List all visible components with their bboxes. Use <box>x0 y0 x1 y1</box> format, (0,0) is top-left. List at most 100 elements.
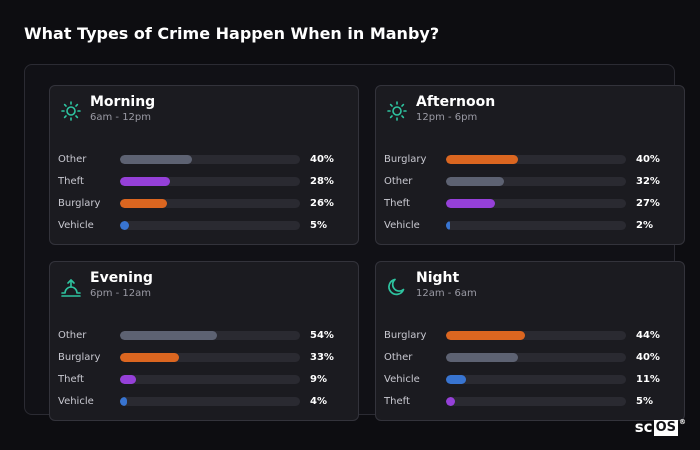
bar-track <box>446 220 626 230</box>
bar-row: Theft 28% <box>58 170 352 192</box>
bar-row: Vehicle 11% <box>384 368 678 390</box>
bar-fill <box>120 198 167 208</box>
bar-row: Vehicle 2% <box>384 214 678 236</box>
bar-track <box>446 396 626 406</box>
bar-value: 26% <box>310 197 334 209</box>
bar-label: Burglary <box>58 351 101 363</box>
bar-list: Burglary 44% Other 40% Vehicle 11% Theft <box>384 324 678 412</box>
bar-row: Burglary 44% <box>384 324 678 346</box>
bar-track <box>446 176 626 186</box>
bar-track <box>120 220 300 230</box>
bar-row: Vehicle 4% <box>58 390 352 412</box>
bar-value: 40% <box>636 351 660 363</box>
bar-value: 40% <box>636 153 660 165</box>
card-title: Morning <box>90 94 156 110</box>
bar-row: Burglary 26% <box>58 192 352 214</box>
bar-fill <box>446 176 504 186</box>
card-title: Evening <box>90 270 153 286</box>
bar-value: 54% <box>310 329 334 341</box>
card-header: Evening 6pm - 12am <box>60 270 153 304</box>
bar-value: 2% <box>636 219 653 231</box>
card-evening: Evening 6pm - 12am Other 54% Burglary 33… <box>49 261 359 421</box>
bar-row: Theft 9% <box>58 368 352 390</box>
bar-fill <box>120 330 217 340</box>
bar-fill <box>120 154 192 164</box>
bar-fill <box>120 176 170 186</box>
bar-fill <box>446 198 495 208</box>
moon-icon <box>386 276 408 298</box>
bar-track <box>446 352 626 362</box>
bar-track <box>120 396 300 406</box>
bar-fill <box>446 220 450 230</box>
bar-row: Burglary 33% <box>58 346 352 368</box>
bar-track <box>120 154 300 164</box>
sun-icon <box>60 100 82 122</box>
card-title: Afternoon <box>416 94 496 110</box>
bar-fill <box>446 396 455 406</box>
bar-label: Other <box>58 329 87 341</box>
bar-row: Burglary 40% <box>384 148 678 170</box>
bar-label: Vehicle <box>384 373 420 385</box>
bar-label: Theft <box>384 197 410 209</box>
bar-row: Other 54% <box>58 324 352 346</box>
card-time-range: 6pm - 12am <box>90 288 152 299</box>
bar-row: Other 32% <box>384 170 678 192</box>
card-afternoon: Afternoon 12pm - 6pm Burglary 40% Other … <box>375 85 685 245</box>
bar-track <box>446 374 626 384</box>
card-header: Morning 6am - 12pm <box>60 94 155 128</box>
bar-value: 32% <box>636 175 660 187</box>
card-title: Night <box>416 270 460 286</box>
bar-fill <box>446 330 525 340</box>
bar-track <box>120 176 300 186</box>
bar-row: Other 40% <box>58 148 352 170</box>
bar-label: Burglary <box>384 153 427 165</box>
bar-value: 40% <box>310 153 334 165</box>
bar-track <box>120 330 300 340</box>
bar-value: 5% <box>636 395 653 407</box>
bar-fill <box>120 374 136 384</box>
bar-row: Vehicle 5% <box>58 214 352 236</box>
bar-track <box>446 154 626 164</box>
bar-row: Other 40% <box>384 346 678 368</box>
logo-sc-text: sc <box>634 418 653 436</box>
bar-value: 44% <box>636 329 660 341</box>
card-header: Night 12am - 6am <box>386 270 477 304</box>
bar-label: Vehicle <box>384 219 420 231</box>
bar-fill <box>446 374 466 384</box>
bar-track <box>120 352 300 362</box>
bar-value: 27% <box>636 197 660 209</box>
page-title: What Types of Crime Happen When in Manby… <box>24 24 440 43</box>
bar-value: 11% <box>636 373 660 385</box>
bar-value: 33% <box>310 351 334 363</box>
bar-value: 4% <box>310 395 327 407</box>
bar-label: Burglary <box>58 197 101 209</box>
card-time-range: 6am - 12pm <box>90 112 152 123</box>
bar-row: Theft 27% <box>384 192 678 214</box>
bar-fill <box>120 396 127 406</box>
bar-track <box>120 198 300 208</box>
bar-label: Vehicle <box>58 395 94 407</box>
bar-value: 9% <box>310 373 327 385</box>
bar-track <box>120 374 300 384</box>
bar-label: Theft <box>384 395 410 407</box>
bar-fill <box>120 220 129 230</box>
logo-registered-mark: ® <box>679 418 686 426</box>
card-header: Afternoon 12pm - 6pm <box>386 94 495 128</box>
bar-label: Burglary <box>384 329 427 341</box>
bar-label: Vehicle <box>58 219 94 231</box>
bar-list: Other 40% Theft 28% Burglary 26% Vehicle <box>58 148 352 236</box>
bar-label: Other <box>384 175 413 187</box>
bar-value: 28% <box>310 175 334 187</box>
bar-label: Theft <box>58 373 84 385</box>
scos-logo: sc OS ® <box>635 418 686 436</box>
bar-row: Theft 5% <box>384 390 678 412</box>
bar-list: Burglary 40% Other 32% Theft 27% Vehicle <box>384 148 678 236</box>
bar-label: Other <box>384 351 413 363</box>
bar-fill <box>446 352 518 362</box>
bar-list: Other 54% Burglary 33% Theft 9% Vehicle <box>58 324 352 412</box>
bar-value: 5% <box>310 219 327 231</box>
card-time-range: 12pm - 6pm <box>416 112 478 123</box>
card-night: Night 12am - 6am Burglary 44% Other 40% … <box>375 261 685 421</box>
bar-label: Theft <box>58 175 84 187</box>
bar-fill <box>446 154 518 164</box>
